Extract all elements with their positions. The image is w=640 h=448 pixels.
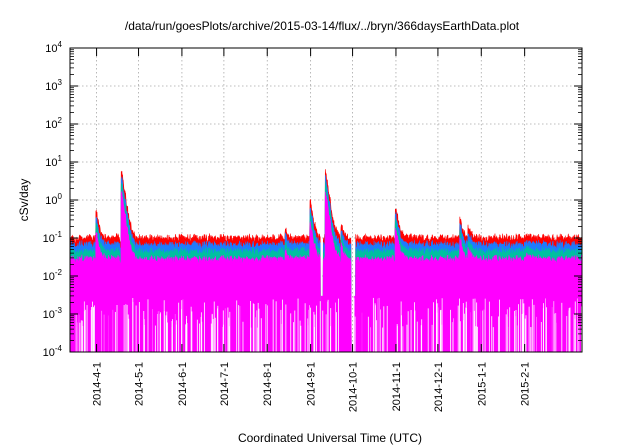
x-tick-label: 2014-7-1: [219, 362, 231, 406]
x-tick-label: 2014-10-1: [348, 362, 360, 412]
series-layer: [69, 169, 583, 353]
x-tick-label: 2015-2-1: [520, 362, 532, 406]
x-tick-label: 2015-1-1: [476, 362, 488, 406]
y-axis-label: cSv/day: [17, 179, 31, 222]
x-tick-label: 2014-5-1: [134, 362, 146, 406]
x-tick-label: 2014-6-1: [177, 362, 189, 406]
y-tick-label: 103: [45, 78, 62, 93]
y-tick-label: 10-1: [43, 230, 63, 245]
y-tick-label: 101: [45, 154, 62, 169]
x-tick-label: 2014-4-1: [92, 362, 104, 406]
x-tick-label: 2014-11-1: [391, 362, 403, 411]
y-tick-label: 102: [45, 116, 62, 131]
x-tick-label: 2014-12-1: [433, 362, 445, 412]
y-tick-label: 100: [45, 192, 62, 207]
x-tick-label: 2014-8-1: [262, 362, 274, 406]
y-tick-label: 10-3: [43, 306, 63, 321]
chart-title: /data/run/goesPlots/archive/2015-03-14/f…: [125, 19, 520, 33]
x-axis-label: Coordinated Universal Time (UTC): [238, 431, 422, 445]
y-tick-label: 10-4: [43, 344, 63, 359]
x-tick-label: 2014-9-1: [306, 362, 318, 406]
x-axis: 2014-4-1 2014-5-1 2014-6-1 2014-7-1 2014-8-1…: [92, 48, 532, 412]
y-tick-label: 104: [45, 40, 62, 55]
y-tick-label: 10-2: [43, 268, 63, 283]
y-axis: 10-4 10-3 10-2 10-1 100 101 102 103 104: [43, 40, 582, 359]
